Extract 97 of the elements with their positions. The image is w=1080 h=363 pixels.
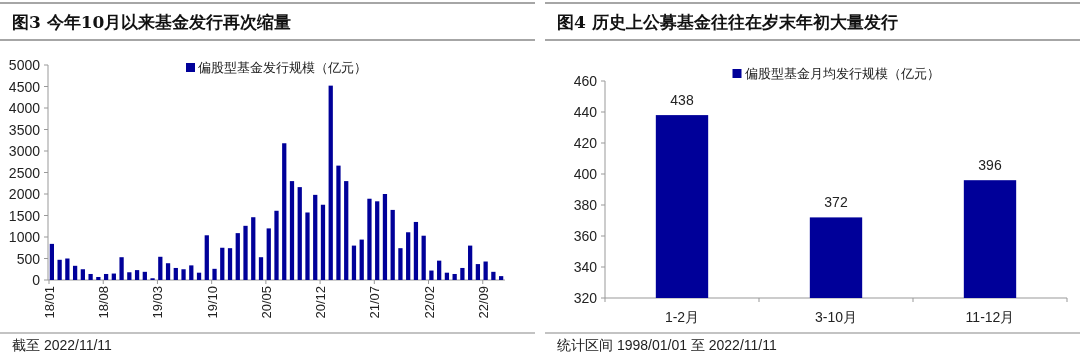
bar [212, 268, 217, 280]
bar [499, 276, 504, 280]
y-tick-label: 0 [32, 272, 41, 288]
legend-label: 偏股型基金发行规模（亿元） [198, 60, 367, 75]
bar [142, 271, 147, 280]
x-tick-label: 20/05 [258, 286, 274, 319]
x-tick-label: 21/07 [367, 286, 383, 319]
bar [189, 265, 194, 280]
y-tick-label: 460 [573, 73, 598, 89]
bar [235, 233, 240, 280]
chart-title: 图3 今年10月以来基金发行再次缩量 [12, 12, 292, 32]
bar [88, 273, 93, 280]
bar [103, 273, 109, 280]
x-tick-label: 1-2月 [664, 309, 700, 325]
bar [297, 187, 302, 280]
y-tick-label: 1000 [8, 229, 41, 245]
y-tick-label: 4500 [8, 78, 41, 95]
x-tick-label: 19/03 [150, 286, 166, 319]
x-tick-label: 22/02 [421, 286, 437, 319]
bar [258, 257, 264, 280]
bar [382, 194, 388, 280]
y-tick-label: 320 [573, 290, 598, 306]
chart-title: 图4 历史上公募基金往往在岁末年初大量发行 [557, 12, 898, 32]
y-tick-label: 2500 [8, 164, 41, 181]
x-tick-label: 3-10月 [814, 309, 858, 325]
y-tick-label: 420 [573, 135, 598, 151]
bar [266, 228, 271, 280]
bar [65, 258, 70, 280]
y-tick-label: 2000 [8, 186, 41, 202]
bar [336, 165, 341, 280]
bar [134, 270, 140, 280]
bar [165, 263, 171, 280]
y-tick-label: 440 [573, 104, 598, 120]
text: 统计区间 1998/01/01 至 2022/11/11 [557, 337, 777, 353]
bar [72, 265, 78, 280]
bar [173, 267, 178, 280]
bar [437, 260, 442, 280]
bar [429, 270, 434, 280]
bar [227, 248, 233, 280]
bar [57, 259, 62, 280]
bar [475, 264, 481, 280]
bar [158, 256, 163, 280]
bar [367, 198, 372, 280]
bar [49, 243, 54, 280]
y-tick-label: 4000 [8, 100, 41, 116]
bar [468, 245, 473, 280]
bar [204, 235, 209, 280]
y-tick-label: 5000 [8, 57, 41, 73]
bar [460, 267, 465, 280]
x-tick-label: 18/08 [96, 286, 112, 319]
legend-label: 偏股型基金月均发行规模（亿元） [744, 66, 940, 81]
bar [390, 209, 395, 280]
bar [119, 257, 124, 280]
y-tick-label: 3000 [8, 143, 41, 159]
y-tick-label: 500 [16, 250, 41, 267]
y-tick-label: 1500 [8, 207, 41, 224]
bar [220, 247, 225, 280]
bar [398, 248, 403, 280]
data-label: 438 [670, 92, 694, 109]
x-tick-label: 22/09 [475, 286, 491, 319]
bar [282, 143, 287, 280]
y-tick-label: 3500 [8, 121, 41, 138]
bar [406, 232, 411, 280]
bar [80, 269, 85, 280]
y-tick-label: 380 [573, 197, 598, 213]
bar [351, 245, 357, 280]
x-tick-label: 18/01 [42, 286, 57, 319]
bar [289, 181, 295, 280]
data-label: 396 [978, 157, 1002, 174]
data-label: 372 [824, 194, 848, 211]
bar [483, 261, 488, 280]
bar [375, 201, 380, 280]
y-tick-label: 340 [573, 259, 598, 275]
bar [413, 221, 419, 280]
bar [181, 269, 186, 280]
bar [444, 272, 450, 280]
bar [243, 225, 248, 280]
bar [359, 239, 364, 280]
bar [452, 273, 457, 280]
bar [274, 210, 279, 280]
bar [196, 272, 202, 280]
bar [320, 204, 326, 280]
text: 截至 2022/11/11 [12, 337, 113, 353]
x-tick-label: 20/12 [313, 286, 329, 319]
y-tick-label: 400 [573, 166, 598, 182]
bar [491, 271, 496, 280]
bar [421, 235, 426, 280]
bar [251, 217, 256, 280]
x-tick-label: 11-12月 [965, 309, 1015, 325]
y-tick-label: 360 [573, 228, 598, 244]
x-tick-label: 19/10 [204, 286, 220, 319]
bar [344, 181, 349, 280]
bar [305, 212, 310, 280]
bar [127, 272, 132, 280]
bar [313, 194, 318, 280]
bar [96, 276, 101, 280]
bar [328, 85, 333, 280]
